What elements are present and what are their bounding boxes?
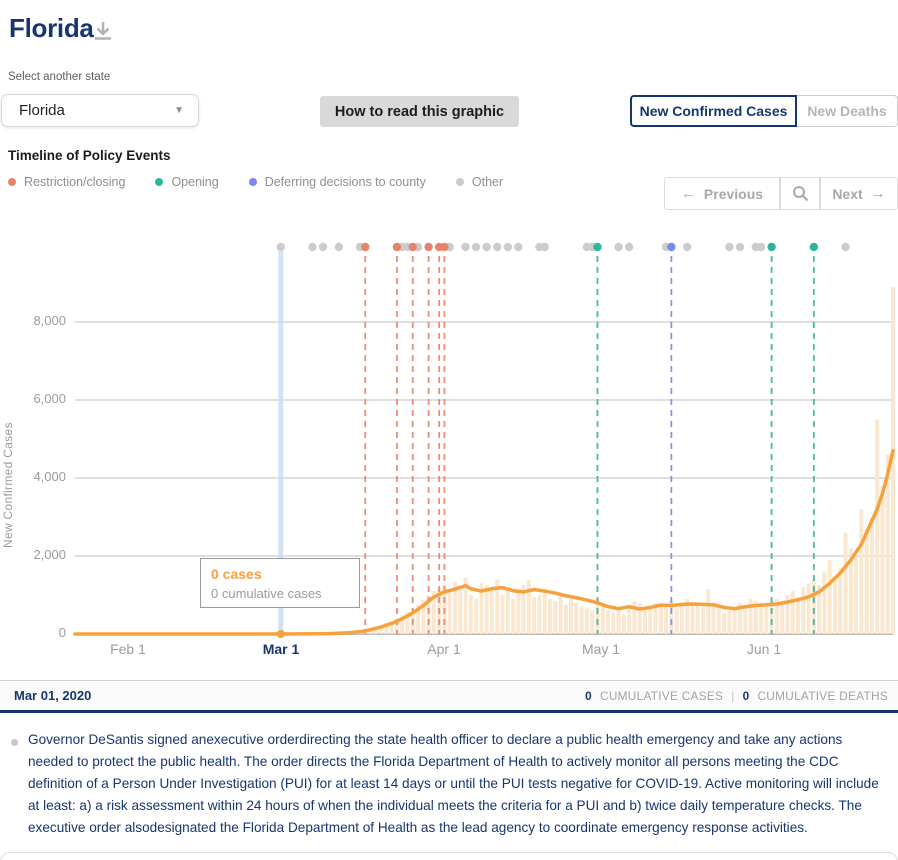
state-dropdown[interactable]: Florida ▼ <box>1 94 199 127</box>
legend-item-opening: Opening <box>155 175 219 189</box>
event-bullet-icon <box>11 739 18 746</box>
cases-timeline-chart[interactable]: New Confirmed Cases 8,000 6,000 4,000 2,… <box>0 230 898 670</box>
metric-toggle: New Confirmed Cases New Deaths <box>630 95 898 127</box>
select-state-label: Select another state <box>8 71 111 83</box>
opening-dot-icon <box>155 178 164 186</box>
cumulative-cases-value: 0 <box>585 688 592 703</box>
legend-item-other: Other <box>455 175 503 189</box>
stats-separator: | <box>731 688 735 703</box>
selected-date-bar: Mar 01, 2020 0 CUMULATIVE CASES | 0 CUMU… <box>0 680 898 713</box>
tooltip-cumulative: 0 cumulative cases <box>211 586 322 601</box>
arrow-left-icon: ← <box>680 185 696 202</box>
arrow-right-icon: → <box>870 185 886 202</box>
tab-new-deaths[interactable]: New Deaths <box>797 95 898 127</box>
download-icon[interactable] <box>92 20 114 42</box>
x-tick-feb1: Feb 1 <box>110 641 146 657</box>
event-navigation: ← Previous Next → <box>664 177 898 210</box>
how-to-read-button[interactable]: How to read this graphic <box>320 96 519 127</box>
legend-item-restriction: Restriction/closing <box>8 175 125 189</box>
legend-item-deferring: Deferring decisions to county <box>248 175 426 189</box>
x-tick-jun1: Jun 1 <box>746 641 782 657</box>
y-tick-4000: 4,000 <box>33 469 66 484</box>
other-dot-icon <box>455 178 464 186</box>
x-tick-mar1-selected: Mar 1 <box>262 641 300 657</box>
data-tooltip: 0 cases 0 cumulative cases <box>200 558 360 608</box>
deferring-dot-icon <box>248 178 257 186</box>
timeline-title: Timeline of Policy Events <box>8 148 171 163</box>
x-tick-apr1: Apr 1 <box>427 641 461 657</box>
y-axis-title: New Confirmed Cases <box>1 422 15 548</box>
state-dropdown-value: Florida <box>19 102 65 119</box>
y-tick-6000: 6,000 <box>33 391 66 406</box>
next-event-button[interactable]: Next → <box>820 177 898 210</box>
event-description-text: Governor DeSantis signed anexecutive ord… <box>28 732 879 835</box>
tab-new-confirmed-cases[interactable]: New Confirmed Cases <box>630 95 797 127</box>
page-title: Florida <box>9 13 94 43</box>
y-tick-2000: 2,000 <box>33 547 66 562</box>
cumulative-deaths-label: CUMULATIVE DEATHS <box>757 688 888 703</box>
y-tick-0: 0 <box>58 625 66 640</box>
chevron-down-icon: ▼ <box>174 105 184 116</box>
restriction-dot-icon <box>8 178 16 186</box>
next-event-card-edge <box>0 852 898 860</box>
chart-canvas[interactable] <box>0 230 898 670</box>
selected-date: Mar 01, 2020 <box>14 688 92 703</box>
previous-event-button[interactable]: ← Previous <box>664 177 780 210</box>
cumulative-stats: 0 CUMULATIVE CASES | 0 CUMULATIVE DEATHS <box>585 689 888 703</box>
search-events-button[interactable] <box>780 177 820 210</box>
cumulative-deaths-value: 0 <box>742 688 750 703</box>
search-icon <box>792 186 808 202</box>
x-tick-may1: May 1 <box>581 641 621 657</box>
policy-legend: Restriction/closing Opening Deferring de… <box>8 175 503 189</box>
cumulative-cases-label: CUMULATIVE CASES <box>600 688 724 703</box>
tooltip-cases: 0 cases <box>211 566 262 582</box>
y-tick-8000: 8,000 <box>33 313 66 328</box>
